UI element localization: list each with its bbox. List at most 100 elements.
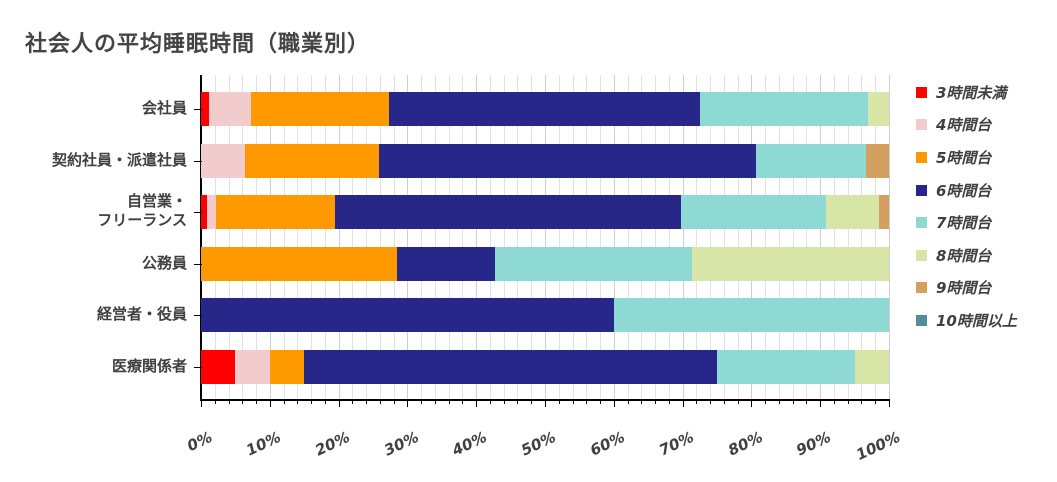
legend-label: 5時間台 [936, 148, 992, 167]
gridline [379, 75, 381, 400]
x-tick [393, 400, 395, 404]
x-tick-label: 60% [587, 428, 628, 460]
x-tick [407, 400, 409, 407]
bar-segment [201, 350, 236, 384]
y-tick [194, 264, 202, 265]
legend-item[interactable]: 3時間未満 [916, 76, 1017, 109]
y-tick [194, 109, 202, 110]
x-tick [338, 400, 340, 407]
legend-label: 8時間台 [936, 246, 992, 265]
bar-segment [389, 92, 701, 126]
x-tick [668, 400, 670, 404]
category-label: 会社員 [141, 98, 187, 117]
bar-segment [397, 247, 496, 281]
x-tick [242, 400, 244, 404]
x-tick [889, 400, 890, 407]
legend-swatch-icon [916, 249, 927, 261]
x-tick-label: 40% [449, 428, 490, 460]
x-tick [820, 400, 822, 407]
x-tick [517, 400, 519, 404]
gridline [737, 75, 739, 400]
x-tick [476, 400, 478, 407]
x-tick [201, 400, 202, 407]
bar-segment [716, 350, 855, 384]
legend-swatch-icon [916, 314, 927, 326]
x-tick [531, 400, 533, 404]
bar-segment [867, 92, 889, 126]
gridline [696, 75, 698, 400]
bar-row [201, 144, 889, 178]
bar-segment [879, 195, 889, 229]
gridline [256, 75, 258, 400]
gridline [751, 75, 753, 400]
x-tick [311, 400, 313, 404]
legend-item[interactable]: 4時間台 [916, 109, 1017, 142]
legend-label: 10時間以上 [936, 311, 1017, 330]
gridline [269, 75, 271, 400]
bar-segment [245, 144, 379, 178]
x-tick [269, 400, 271, 407]
x-tick [366, 400, 368, 404]
legend-item[interactable]: 10時間以上 [916, 304, 1017, 337]
legend-label: 6時間台 [936, 181, 992, 200]
x-tick-label: 10% [243, 428, 284, 460]
gridline [682, 75, 684, 400]
legend-item[interactable]: 8時間台 [916, 239, 1017, 272]
legend-item[interactable]: 7時間台 [916, 206, 1017, 239]
x-tick [765, 400, 767, 404]
bar-segment [680, 195, 826, 229]
gridline [792, 75, 794, 400]
legend-swatch-icon [916, 86, 927, 98]
gridline [324, 75, 326, 400]
bar-row [201, 92, 889, 126]
legend-item[interactable]: 6時間台 [916, 174, 1017, 207]
gridline [778, 75, 780, 400]
legend-swatch-icon [916, 119, 927, 131]
legend-item[interactable]: 5時間台 [916, 141, 1017, 174]
x-tick [214, 400, 216, 404]
legend-item[interactable]: 9時間台 [916, 272, 1017, 305]
gridline [820, 75, 822, 400]
x-tick-label: 30% [380, 428, 422, 460]
gridline [875, 75, 877, 400]
legend-swatch-icon [916, 217, 927, 229]
x-tick [792, 400, 794, 404]
x-tick [489, 400, 491, 404]
gridline [407, 75, 409, 400]
bar-segment [269, 350, 305, 384]
legend-label: 4時間台 [936, 116, 992, 135]
x-tick-label: 50% [518, 428, 559, 460]
bar-row [201, 195, 889, 229]
x-tick [723, 400, 725, 404]
gridline [421, 75, 423, 400]
gridline [489, 75, 491, 400]
legend-swatch-icon [916, 151, 927, 163]
bar-segment [700, 92, 868, 126]
gridline [641, 75, 643, 400]
x-tick [352, 400, 354, 404]
bar-segment [825, 195, 880, 229]
category-label: 自営業・ フリーランス [97, 192, 187, 229]
legend-label: 9時間台 [936, 279, 992, 298]
bar-segment [201, 92, 210, 126]
bar-segment [613, 298, 889, 332]
x-tick [641, 400, 643, 404]
x-tick [462, 400, 464, 404]
x-tick [448, 400, 450, 404]
x-tick [503, 400, 505, 404]
gridline [283, 75, 285, 400]
gridline [338, 75, 340, 400]
gridline [861, 75, 863, 400]
gridline [228, 75, 230, 400]
x-tick [627, 400, 629, 404]
y-tick [194, 367, 202, 368]
legend-label: 7時間台 [936, 214, 992, 233]
bar-row [201, 350, 889, 384]
bar-row [201, 247, 889, 281]
x-tick [847, 400, 849, 404]
x-tick [861, 400, 863, 404]
gridline [655, 75, 657, 400]
bar-segment [378, 144, 756, 178]
gridline [242, 75, 244, 400]
gridline [765, 75, 767, 400]
